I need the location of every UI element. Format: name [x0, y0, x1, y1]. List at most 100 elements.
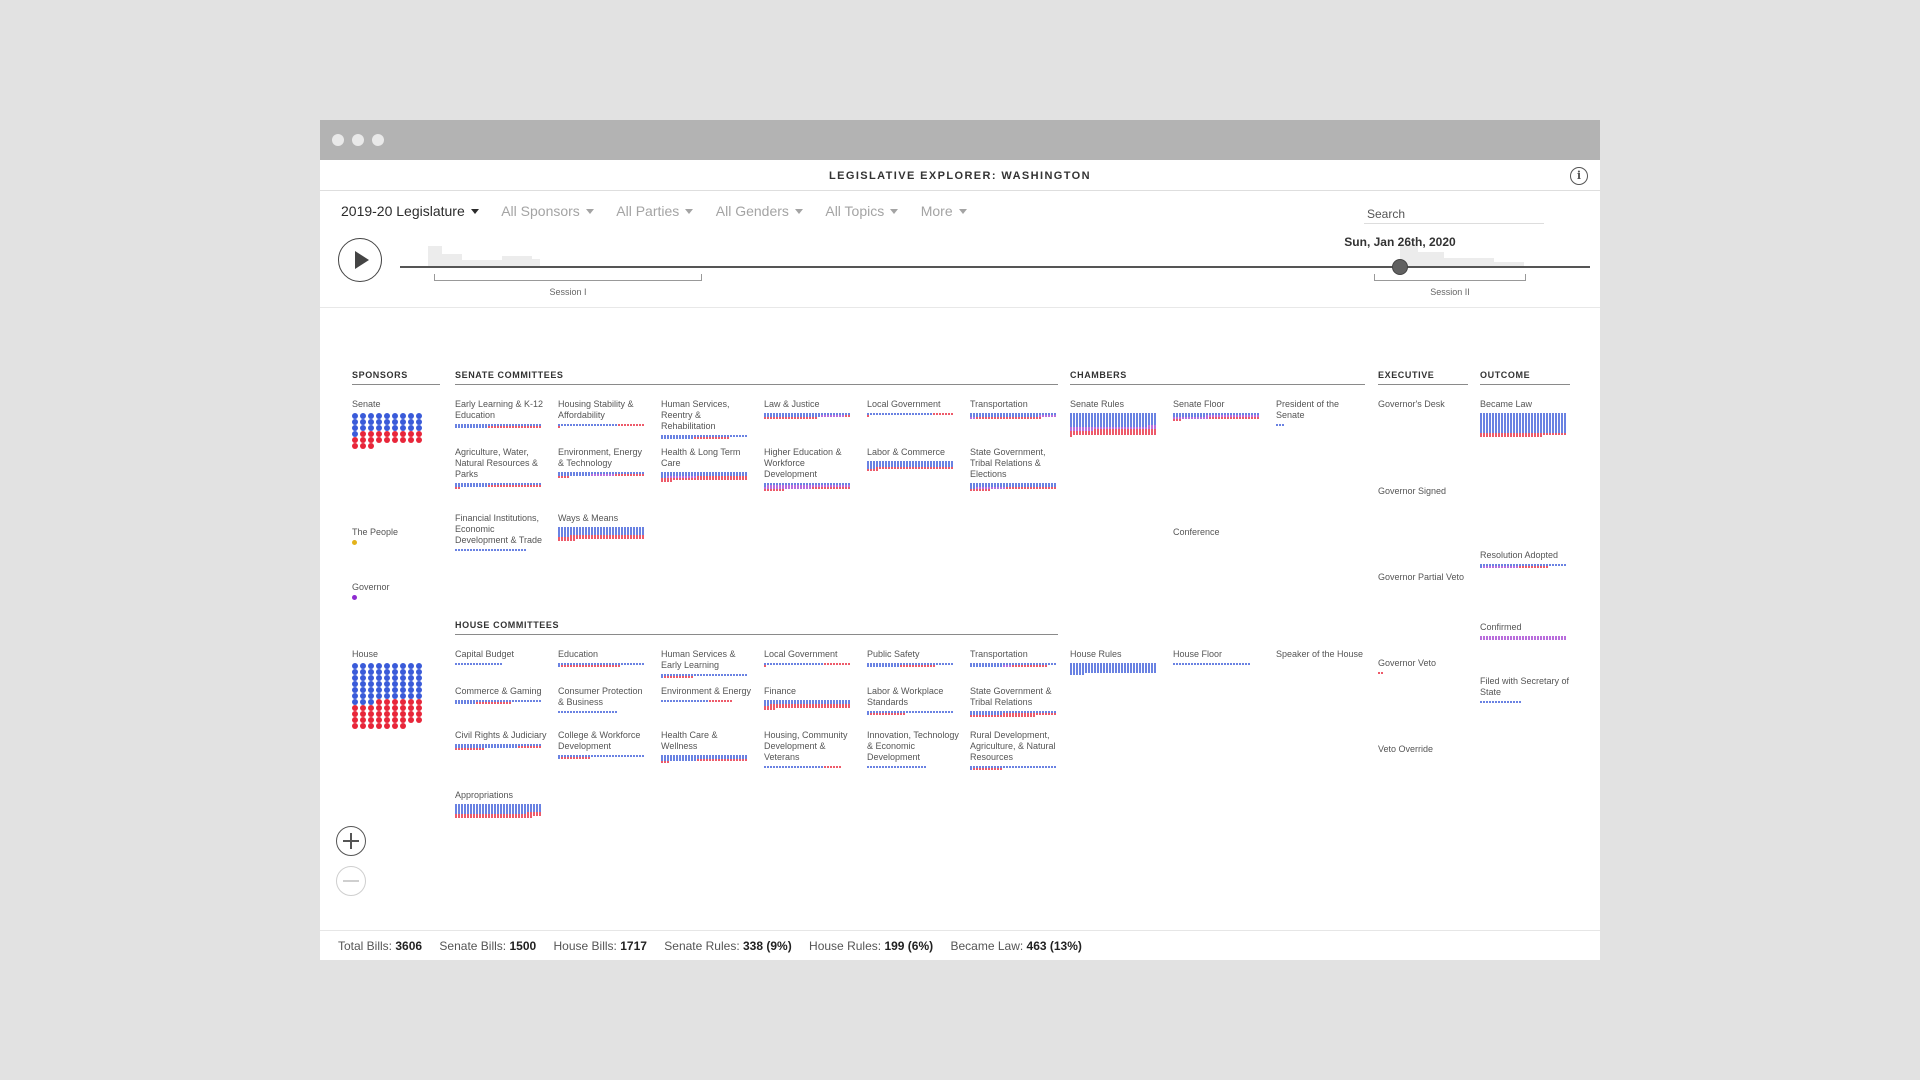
bill-dot — [1489, 638, 1491, 640]
sponsor-senate[interactable]: Senate — [352, 399, 444, 449]
chambers-senate-rules[interactable]: Senate Rules — [1070, 399, 1162, 437]
sponsor-house[interactable]: House — [352, 649, 444, 729]
senate-committees-agriculture-water-natural-resources-parks[interactable]: Agriculture, Water, Natural Resources & … — [455, 447, 547, 489]
bill-dot — [455, 808, 457, 810]
house-committees-capital-budget[interactable]: Capital Budget — [455, 649, 547, 665]
bill-dot — [803, 663, 805, 665]
house-committees-transportation[interactable]: Transportation — [970, 649, 1062, 667]
house-committees-civil-rights-judiciary[interactable]: Civil Rights & Judiciary — [455, 730, 547, 750]
senate-committees-state-government-tribal-relations-elections[interactable]: State Government, Tribal Relations & Ele… — [970, 447, 1062, 491]
timeline-slider-handle[interactable] — [1392, 259, 1408, 275]
house-committees-education[interactable]: Education — [558, 649, 650, 667]
bill-dot — [561, 533, 563, 535]
house-committees-finance[interactable]: Finance — [764, 686, 856, 710]
bill-dot — [500, 483, 502, 485]
executive-governor-s-desk[interactable]: Governor's Desk — [1378, 399, 1470, 413]
house-committees-labor-workplace-standards[interactable]: Labor & Workplace Standards — [867, 686, 959, 715]
senate-committees-local-government[interactable]: Local Government — [867, 399, 959, 417]
play-button[interactable] — [338, 238, 382, 282]
outcome-confirmed[interactable]: Confirmed — [1480, 622, 1572, 640]
bill-dot — [976, 485, 978, 487]
chambers-conference[interactable]: Conference — [1173, 527, 1265, 541]
outcome-resolution-adopted[interactable]: Resolution Adopted — [1480, 550, 1572, 568]
senate-committees-health-long-term-care[interactable]: Health & Long Term Care — [661, 447, 753, 482]
senate-committees-environment-energy-technology[interactable]: Environment, Energy & Technology — [558, 447, 650, 478]
bill-dot — [1048, 415, 1050, 417]
outcome-filed-with-secretary-of-state[interactable]: Filed with Secretary of State — [1480, 676, 1572, 703]
executive-governor-signed[interactable]: Governor Signed — [1378, 486, 1470, 500]
house-committees-environment-energy[interactable]: Environment & Energy — [661, 686, 753, 702]
timeline-track[interactable] — [400, 266, 1590, 268]
bill-dot — [688, 476, 690, 478]
bill-dot — [885, 463, 887, 465]
bill-dot — [1555, 415, 1557, 417]
bill-dot — [509, 808, 511, 810]
bill-dot — [1088, 665, 1090, 667]
bill-dot — [1546, 431, 1548, 433]
senate-committees-early-learning-k-12-education[interactable]: Early Learning & K-12 Education — [455, 399, 547, 428]
window-close-dot[interactable] — [332, 134, 344, 146]
house-committees-consumer-protection-business[interactable]: Consumer Protection & Business — [558, 686, 650, 713]
bill-dot — [408, 675, 414, 681]
senate-committees-housing-stability-affordability[interactable]: Housing Stability & Affordability — [558, 399, 650, 428]
node-label: Local Government — [867, 399, 941, 409]
bill-dot — [573, 474, 575, 476]
zoom-out-button[interactable] — [336, 866, 366, 896]
senate-committees-transportation[interactable]: Transportation — [970, 399, 1062, 419]
outcome-became-law[interactable]: Became Law — [1480, 399, 1572, 437]
bill-dot — [703, 472, 705, 474]
house-committees-appropriations[interactable]: Appropriations — [455, 790, 547, 818]
house-committees-human-services-early-learning[interactable]: Human Services & Early Learning — [661, 649, 753, 678]
chambers-house-rules[interactable]: House Rules — [1070, 649, 1162, 675]
chambers-house-floor[interactable]: House Floor — [1173, 649, 1265, 665]
sponsor-governor[interactable]: Governor — [352, 582, 444, 600]
senate-committees-law-justice[interactable]: Law & Justice — [764, 399, 856, 419]
house-committees-innovation-technology-economic-development[interactable]: Innovation, Technology & Economic Develo… — [867, 730, 959, 768]
filter-more[interactable]: More — [921, 203, 967, 219]
window-maximize-dot[interactable] — [372, 134, 384, 146]
bill-dot — [561, 474, 563, 476]
house-committees-rural-development-agriculture-natural-resources[interactable]: Rural Development, Agriculture, & Natura… — [970, 730, 1062, 770]
filter-legislature[interactable]: 2019-20 Legislature — [341, 203, 479, 219]
bill-dot — [524, 700, 526, 702]
senate-committees-human-services-reentry-rehabilitation[interactable]: Human Services, Reentry & Rehabilitation — [661, 399, 753, 439]
house-committees-state-government-tribal-relations[interactable]: State Government & Tribal Relations — [970, 686, 1062, 717]
sponsor-people[interactable]: The People — [352, 527, 444, 545]
bill-dot — [1528, 433, 1530, 435]
senate-committees-higher-education-workforce-development[interactable]: Higher Education & Workforce Development — [764, 447, 856, 491]
chambers-speaker-of-the-house[interactable]: Speaker of the House — [1276, 649, 1368, 663]
bill-dot — [615, 533, 617, 535]
filter-parties[interactable]: All Parties — [616, 203, 694, 219]
house-committees-health-care-wellness[interactable]: Health Care & Wellness — [661, 730, 753, 763]
window-minimize-dot[interactable] — [352, 134, 364, 146]
bill-dot — [512, 746, 514, 748]
info-icon[interactable]: i — [1570, 167, 1588, 185]
filter-genders[interactable]: All Genders — [716, 203, 803, 219]
senate-committees-financial-institutions-economic-development-trade[interactable]: Financial Institutions, Economic Develop… — [455, 513, 547, 551]
search-input[interactable] — [1364, 202, 1544, 224]
bill-dot — [900, 665, 902, 667]
house-committees-local-government[interactable]: Local Government — [764, 649, 856, 667]
executive-governor-veto[interactable]: Governor Veto — [1378, 658, 1470, 674]
chambers-president-of-the-senate[interactable]: President of the Senate — [1276, 399, 1368, 426]
house-committees-commerce-gaming[interactable]: Commerce & Gaming — [455, 686, 547, 704]
senate-committees-labor-commerce[interactable]: Labor & Commerce — [867, 447, 959, 471]
bill-dot — [1079, 671, 1081, 673]
senate-committees-ways-means[interactable]: Ways & Means — [558, 513, 650, 541]
house-committees-public-safety[interactable]: Public Safety — [867, 649, 959, 667]
house-committees-college-workforce-development[interactable]: College & Workforce Development — [558, 730, 650, 759]
house-committees-housing-community-development-veterans[interactable]: Housing, Community Development & Veteran… — [764, 730, 856, 768]
filter-topics[interactable]: All Topics — [825, 203, 899, 219]
executive-veto-override[interactable]: Veto Override — [1378, 744, 1470, 758]
bill-dot — [1519, 564, 1521, 566]
bill-dot — [1498, 427, 1500, 429]
bill-dot — [1006, 487, 1008, 489]
zoom-in-button[interactable] — [336, 826, 366, 856]
filter-sponsors[interactable]: All Sponsors — [501, 203, 594, 219]
bill-dot — [360, 717, 366, 723]
executive-governor-partial-veto[interactable]: Governor Partial Veto — [1378, 572, 1470, 586]
bill-dot — [800, 413, 802, 415]
chambers-senate-floor[interactable]: Senate Floor — [1173, 399, 1265, 421]
bill-dot — [1537, 421, 1539, 423]
bill-dot — [1124, 431, 1126, 433]
